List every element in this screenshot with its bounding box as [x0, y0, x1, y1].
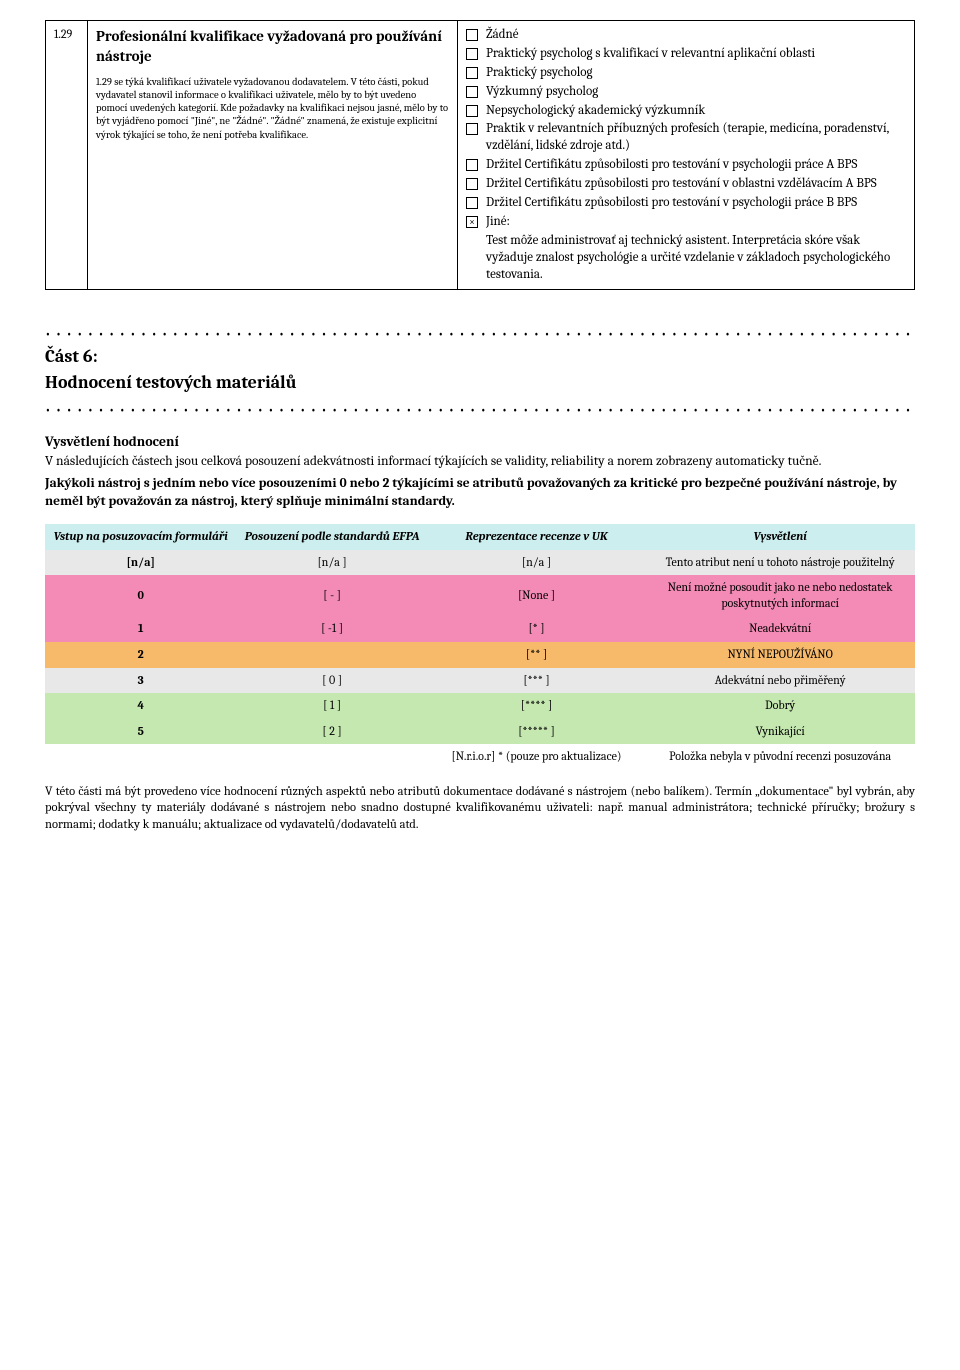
- rating-cell: [n/a ]: [428, 550, 646, 576]
- checkbox-label: Praktik v relevantních příbuzných profes…: [486, 121, 906, 155]
- checkbox-option: Držitel Certifikátu způsobilosti pro tes…: [466, 195, 906, 212]
- rating-header-cell: Reprezentace recenze v UK: [428, 524, 646, 550]
- rating-cell: [n/a]: [45, 550, 236, 576]
- checkbox-label: Jiné:: [486, 214, 906, 231]
- rating-row: 3[ 0 ][*** ]Adekvátní nebo přiměřený: [45, 668, 915, 694]
- checkbox-label: Praktický psycholog s kvalifikací v rele…: [486, 46, 906, 63]
- rating-cell: Položka nebyla v původní recenzi posuzov…: [645, 744, 915, 770]
- explanation-paragraph: V následujících částech jsou celková pos…: [45, 453, 915, 471]
- checkbox-icon[interactable]: [466, 178, 478, 190]
- rating-cell: 4: [45, 693, 236, 719]
- rating-row: 5[ 2 ][***** ]Vynikající: [45, 719, 915, 745]
- other-detail-text: Test môže administrovať aj technický asi…: [486, 233, 906, 284]
- checkbox-option: Praktický psycholog: [466, 65, 906, 82]
- rating-header-cell: Vysvětlení: [645, 524, 915, 550]
- dotted-rule: • • • • • • • • • • • • • • • • • • • • …: [45, 328, 915, 341]
- item-options-cell: Žádné Praktický psycholog s kvalifikací v…: [458, 21, 915, 290]
- checkbox-option: Praktický psycholog s kvalifikací v rele…: [466, 46, 906, 63]
- rating-cell: [n/a ]: [236, 550, 427, 576]
- checkbox-icon[interactable]: [466, 29, 478, 41]
- question-title: Profesionální kvalifikace vyžadovaná pro…: [96, 27, 449, 66]
- section-heading-line2: Hodnocení testových materiálů: [45, 371, 915, 394]
- rating-header-cell: Vstup na posuzovacím formuláři: [45, 524, 236, 550]
- rating-row: 0[ - ][None ]Není možné posoudit jako ne…: [45, 575, 915, 616]
- checkbox-icon[interactable]: [466, 197, 478, 209]
- checkbox-label: Nepsychologický akademický výzkumník: [486, 103, 906, 120]
- checkbox-label: Žádné: [486, 27, 906, 44]
- checkbox-label: Praktický psycholog: [486, 65, 906, 82]
- rating-cell: [ - ]: [236, 575, 427, 616]
- checkbox-icon[interactable]: [466, 67, 478, 79]
- rating-cell: [ 2 ]: [236, 719, 427, 745]
- rating-cell: NYNÍ NEPOUŽÍVÁNO: [645, 642, 915, 668]
- explanation-heading: Vysvětlení hodnocení: [45, 433, 915, 451]
- rating-cell: 1: [45, 616, 236, 642]
- rating-cell: Tento atribut není u tohoto nástroje pou…: [645, 550, 915, 576]
- rating-row: 4[ 1 ][**** ]Dobrý: [45, 693, 915, 719]
- rating-cell: Adekvátní nebo přiměřený: [645, 668, 915, 694]
- rating-cell: 2: [45, 642, 236, 668]
- rating-row: 1[ -1 ][* ]Neadekvátní: [45, 616, 915, 642]
- rating-cell: 0: [45, 575, 236, 616]
- checkbox-icon[interactable]: [466, 159, 478, 171]
- checkbox-label: Držitel Certifikátu způsobilosti pro tes…: [486, 176, 906, 193]
- checkbox-icon[interactable]: [466, 86, 478, 98]
- rating-header-cell: Posouzení podle standardů EFPA: [236, 524, 427, 550]
- checkbox-option: Výzkumný psycholog: [466, 84, 906, 101]
- dotted-rule: • • • • • • • • • • • • • • • • • • • • …: [45, 404, 915, 417]
- item-number: 1.29: [46, 21, 88, 290]
- checkbox-option: Držitel Certifikátu způsobilosti pro tes…: [466, 157, 906, 174]
- checkbox-icon[interactable]: [466, 123, 478, 135]
- rating-scale-table: Vstup na posuzovacím formulářiPosouzení …: [45, 524, 915, 770]
- rating-cell: [ 1 ]: [236, 693, 427, 719]
- rating-cell: [*** ]: [428, 668, 646, 694]
- rating-row: [n/a][n/a ][n/a ]Tento atribut není u to…: [45, 550, 915, 576]
- checkbox-option: Praktik v relevantních příbuzných profes…: [466, 121, 906, 155]
- checkbox-icon[interactable]: [466, 105, 478, 117]
- rating-cell: [ -1 ]: [236, 616, 427, 642]
- rating-cell: [None ]: [428, 575, 646, 616]
- section-heading-line1: Část 6:: [45, 345, 915, 368]
- checkbox-icon[interactable]: [466, 48, 478, 60]
- rating-cell: [**** ]: [428, 693, 646, 719]
- checkbox-option: Nepsychologický akademický výzkumník: [466, 103, 906, 120]
- checkbox-label: Držitel Certifikátu způsobilosti pro tes…: [486, 157, 906, 174]
- checkbox-label: Držitel Certifikátu způsobilosti pro tes…: [486, 195, 906, 212]
- qualification-table: 1.29 Profesionální kvalifikace vyžadovan…: [45, 20, 915, 290]
- rating-cell: [* ]: [428, 616, 646, 642]
- rating-row: 2 [** ]NYNÍ NEPOUŽÍVÁNO: [45, 642, 915, 668]
- rating-cell: 5: [45, 719, 236, 745]
- rating-cell: [236, 642, 427, 668]
- rating-cell: [236, 744, 427, 770]
- checkbox-label: Výzkumný psycholog: [486, 84, 906, 101]
- item-question-cell: Profesionální kvalifikace vyžadovaná pro…: [88, 21, 458, 290]
- rating-cell: 3: [45, 668, 236, 694]
- checkbox-option: × Jiné:: [466, 214, 906, 231]
- rating-cell: [N.r.i.o.r] * (pouze pro aktualizace): [428, 744, 646, 770]
- rating-cell: Není možné posoudit jako ne nebo nedosta…: [645, 575, 915, 616]
- explanation-bold-paragraph: Jakýkoli nástroj s jedním nebo více poso…: [45, 475, 915, 510]
- rating-row: [N.r.i.o.r] * (pouze pro aktualizace)Pol…: [45, 744, 915, 770]
- checkbox-icon[interactable]: ×: [466, 216, 478, 228]
- bottom-paragraph: V této části má být provedeno více hodno…: [45, 784, 915, 833]
- rating-cell: [45, 744, 236, 770]
- checkbox-option: Držitel Certifikátu způsobilosti pro tes…: [466, 176, 906, 193]
- rating-cell: [ 0 ]: [236, 668, 427, 694]
- rating-cell: [** ]: [428, 642, 646, 668]
- checkbox-option: Žádné: [466, 27, 906, 44]
- question-note: 1.29 se týká kvalifikací uživatele vyžad…: [96, 76, 449, 142]
- rating-cell: [***** ]: [428, 719, 646, 745]
- rating-cell: Neadekvátní: [645, 616, 915, 642]
- rating-cell: Dobrý: [645, 693, 915, 719]
- rating-cell: Vynikající: [645, 719, 915, 745]
